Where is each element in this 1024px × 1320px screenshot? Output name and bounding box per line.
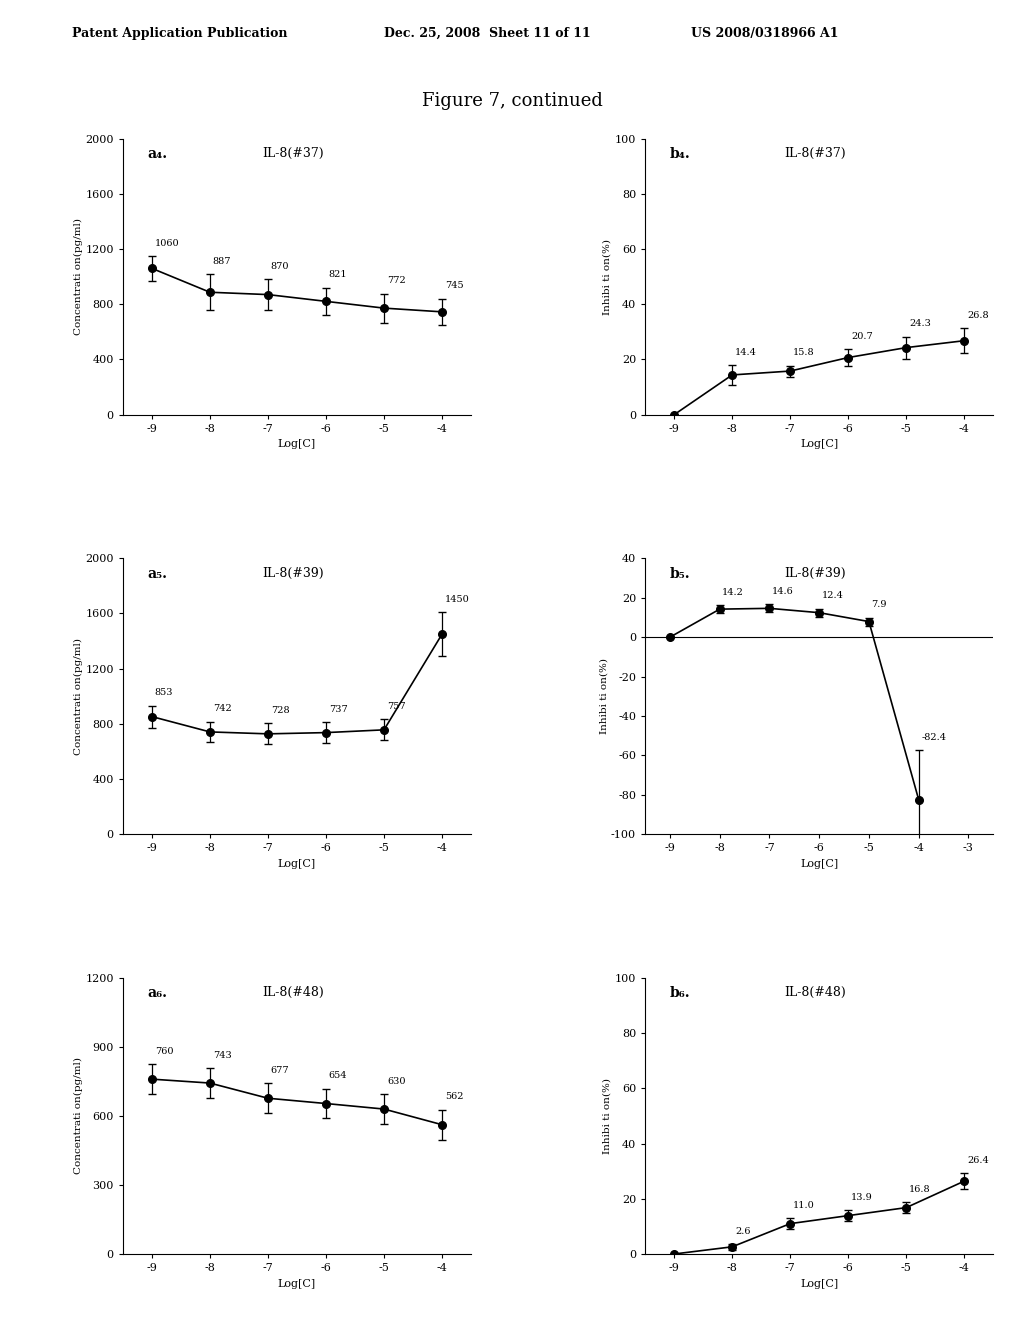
Text: 14.2: 14.2 <box>722 587 744 597</box>
Text: 562: 562 <box>444 1093 464 1101</box>
Text: 20.7: 20.7 <box>851 331 872 341</box>
Text: 887: 887 <box>213 257 231 267</box>
Text: 821: 821 <box>329 271 347 280</box>
X-axis label: Log[C]: Log[C] <box>278 859 316 869</box>
Text: 742: 742 <box>213 705 231 713</box>
Text: US 2008/0318966 A1: US 2008/0318966 A1 <box>691 26 839 40</box>
Text: 737: 737 <box>329 705 347 714</box>
Text: 677: 677 <box>270 1067 290 1074</box>
Y-axis label: Inhibi ti on(%): Inhibi ti on(%) <box>599 659 608 734</box>
X-axis label: Log[C]: Log[C] <box>278 440 316 449</box>
Text: 757: 757 <box>387 702 406 711</box>
Text: 630: 630 <box>387 1077 406 1086</box>
Text: a₅.: a₅. <box>147 566 167 581</box>
Text: 26.8: 26.8 <box>967 312 989 319</box>
X-axis label: Log[C]: Log[C] <box>800 859 839 869</box>
X-axis label: Log[C]: Log[C] <box>278 1279 316 1288</box>
Text: 16.8: 16.8 <box>909 1185 931 1193</box>
Text: IL-8(#48): IL-8(#48) <box>784 986 846 999</box>
Text: IL-8(#39): IL-8(#39) <box>784 566 846 579</box>
Text: 11.0: 11.0 <box>793 1201 815 1210</box>
Text: 745: 745 <box>444 281 464 290</box>
Text: a₆.: a₆. <box>147 986 167 1001</box>
Text: 870: 870 <box>270 263 290 271</box>
Text: IL-8(#37): IL-8(#37) <box>784 147 846 160</box>
Y-axis label: Concentrati on(pg/ml): Concentrati on(pg/ml) <box>74 638 83 755</box>
Y-axis label: Concentrati on(pg/ml): Concentrati on(pg/ml) <box>74 1057 83 1175</box>
Text: 14.6: 14.6 <box>772 587 794 597</box>
Text: 24.3: 24.3 <box>909 319 931 329</box>
Text: 1450: 1450 <box>444 595 470 603</box>
Text: 14.4: 14.4 <box>735 348 757 356</box>
Text: b₄.: b₄. <box>670 147 690 161</box>
Text: 26.4: 26.4 <box>967 1155 989 1164</box>
Text: 13.9: 13.9 <box>851 1193 872 1201</box>
Text: 654: 654 <box>329 1072 347 1080</box>
Text: Dec. 25, 2008  Sheet 11 of 11: Dec. 25, 2008 Sheet 11 of 11 <box>384 26 591 40</box>
Text: 2.6: 2.6 <box>735 1226 751 1236</box>
Text: -82.4: -82.4 <box>922 733 946 742</box>
Text: b₆.: b₆. <box>670 986 690 1001</box>
Text: Patent Application Publication: Patent Application Publication <box>72 26 287 40</box>
Text: Figure 7, continued: Figure 7, continued <box>422 91 602 110</box>
Text: IL-8(#48): IL-8(#48) <box>262 986 324 999</box>
Text: 1060: 1060 <box>155 239 179 248</box>
Text: 853: 853 <box>155 688 173 697</box>
Text: 772: 772 <box>387 276 406 285</box>
Text: 728: 728 <box>270 706 290 715</box>
Y-axis label: Inhibi ti on(%): Inhibi ti on(%) <box>603 239 612 314</box>
Text: 12.4: 12.4 <box>821 591 844 601</box>
Text: 15.8: 15.8 <box>793 348 815 358</box>
Text: b₅.: b₅. <box>670 566 690 581</box>
Y-axis label: Concentrati on(pg/ml): Concentrati on(pg/ml) <box>74 218 83 335</box>
Text: 760: 760 <box>155 1047 173 1056</box>
X-axis label: Log[C]: Log[C] <box>800 1279 839 1288</box>
Text: 7.9: 7.9 <box>871 601 887 610</box>
Text: IL-8(#39): IL-8(#39) <box>262 566 324 579</box>
Text: a₄.: a₄. <box>147 147 167 161</box>
X-axis label: Log[C]: Log[C] <box>800 440 839 449</box>
Text: IL-8(#37): IL-8(#37) <box>262 147 324 160</box>
Y-axis label: Inhibi ti on(%): Inhibi ti on(%) <box>603 1078 612 1154</box>
Text: 743: 743 <box>213 1051 231 1060</box>
